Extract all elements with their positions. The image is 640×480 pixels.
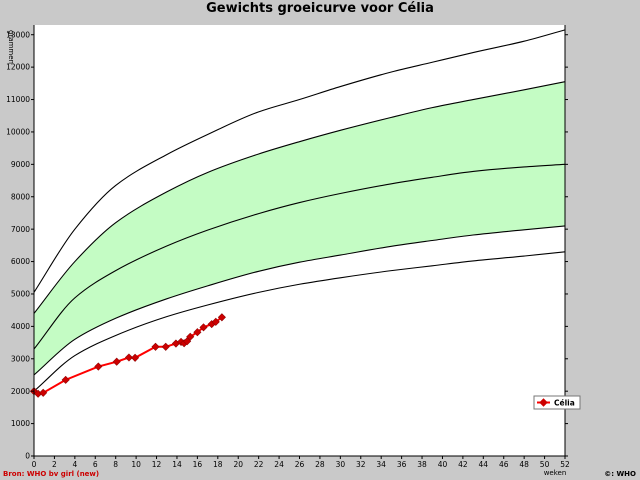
celia-data-point-15 <box>186 332 195 341</box>
x-tick-label: 26 <box>295 460 305 469</box>
x-axis-ticks: 0 2 4 6 8 10 12 14 16 18 20 22 24 26 28 30 32 34 36 38 40 42 4… <box>32 456 570 469</box>
x-tick-label: 50 <box>540 460 550 469</box>
x-tick-label: 22 <box>254 460 264 469</box>
x-tick-label: 36 <box>397 460 407 469</box>
x-tick-label: 4 <box>72 460 77 469</box>
celia-data-point-19 <box>211 317 220 326</box>
x-tick-label: 10 <box>131 460 141 469</box>
celia-data-point-17 <box>199 323 208 332</box>
normal-range-band-fill <box>34 81 565 375</box>
x-tick-label: 42 <box>458 460 468 469</box>
reference-curve-4 <box>33 81 566 314</box>
credit-note: ©: WHO <box>604 470 636 478</box>
celia-data-point-9 <box>151 342 160 351</box>
y-axis-ticks: 0 1000 2000 3000 4000 5000 6000 7000 8000 9000 100… <box>6 30 568 461</box>
y-axis-label: grammen <box>7 30 15 64</box>
reference-curve-1 <box>33 251 566 392</box>
x-tick-label: 46 <box>499 460 509 469</box>
y-tick-label: 13000 <box>6 30 30 39</box>
source-note: Bron: WHO bv girl (new) <box>3 470 99 478</box>
y-tick-label: 7000 <box>11 225 30 234</box>
x-tick-label: 40 <box>438 460 448 469</box>
x-tick-label: 0 <box>32 460 37 469</box>
x-tick-label: 2 <box>52 460 57 469</box>
y-tick-label: 10000 <box>6 128 30 137</box>
y-tick-label: 6000 <box>11 257 30 266</box>
legend-marker-swatch <box>539 398 548 407</box>
y-tick-label: 0 <box>25 452 30 461</box>
x-tick-label: 32 <box>356 460 366 469</box>
x-tick-label: 24 <box>274 460 284 469</box>
reference-curve-3 <box>33 163 566 350</box>
celia-data-point-5 <box>94 362 103 371</box>
x-tick-label: 6 <box>93 460 98 469</box>
x-tick-label: 18 <box>213 460 223 469</box>
x-tick-label: 16 <box>193 460 203 469</box>
x-tick-label: 14 <box>172 460 182 469</box>
legend: Célia <box>533 395 581 410</box>
y-tick-label: 8000 <box>11 192 30 201</box>
celia-data-point-20 <box>217 313 226 322</box>
y-tick-label: 1000 <box>11 419 30 428</box>
celia-data-point-3 <box>39 388 48 397</box>
y-tick-label: 11000 <box>6 95 30 104</box>
celia-data-point-7 <box>124 353 134 362</box>
celia-data-point-2 <box>34 389 43 398</box>
y-tick-label: 9000 <box>11 160 30 169</box>
y-tick-label: 3000 <box>11 354 30 363</box>
x-tick-label: 30 <box>336 460 346 469</box>
chart-title: Gewichts groeicurve voor Célia <box>206 1 434 16</box>
celia-data-point-8 <box>131 353 140 362</box>
x-tick-label: 48 <box>519 460 529 469</box>
celia-data-point-6 <box>112 357 121 366</box>
normal-range-band <box>34 81 565 375</box>
reference-curve-5 <box>33 29 566 293</box>
y-tick-label: 12000 <box>6 63 30 72</box>
y-tick-label: 2000 <box>11 387 30 396</box>
x-axis-label: weken <box>544 469 567 477</box>
reference-curve-2 <box>33 225 566 376</box>
x-tick-label: 44 <box>479 460 489 469</box>
x-tick-label: 28 <box>315 460 325 469</box>
y-tick-label: 4000 <box>11 322 30 331</box>
x-tick-label: 38 <box>417 460 427 469</box>
legend-label-celia: Célia <box>554 399 575 408</box>
celia-data-point-10 <box>161 342 170 351</box>
x-tick-label: 34 <box>376 460 386 469</box>
y-tick-label: 5000 <box>11 290 30 299</box>
x-tick-label: 20 <box>233 460 243 469</box>
x-tick-label: 12 <box>152 460 162 469</box>
x-tick-label: 8 <box>113 460 118 469</box>
celia-data-point-16 <box>193 328 202 337</box>
child-weight-series <box>29 313 226 398</box>
x-tick-label: 52 <box>560 460 570 469</box>
reference-curves <box>33 29 566 392</box>
legend-box <box>533 395 581 410</box>
celia-data-point-4 <box>61 375 70 384</box>
